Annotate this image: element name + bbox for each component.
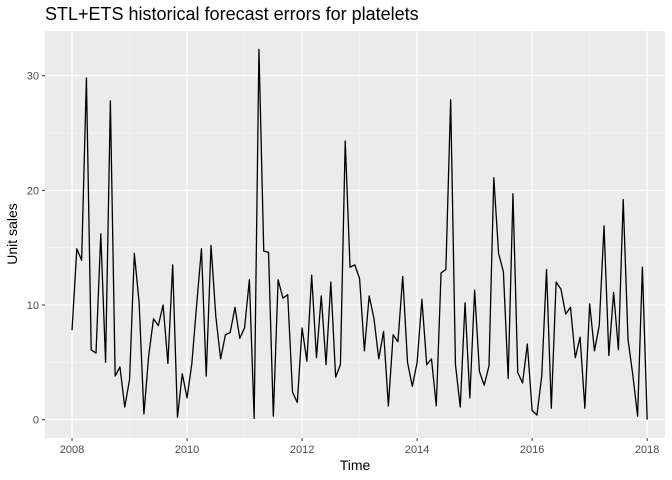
y-tick-label: 0 bbox=[33, 415, 39, 427]
x-tick-label: 2016 bbox=[520, 444, 544, 456]
x-axis-title: Time bbox=[340, 457, 371, 473]
x-axis: 2008 2010 2012 2014 2016 2018 bbox=[60, 438, 659, 456]
x-tick-label: 2012 bbox=[290, 444, 314, 456]
x-tick-label: 2014 bbox=[405, 444, 429, 456]
x-tick-label: 2010 bbox=[175, 444, 199, 456]
x-tick-label: 2018 bbox=[635, 444, 659, 456]
y-axis-title: Unit sales bbox=[4, 203, 20, 264]
chart-title: STL+ETS historical forecast errors for p… bbox=[45, 4, 419, 24]
y-tick-label: 20 bbox=[27, 185, 39, 197]
major-gridlines bbox=[45, 31, 665, 438]
y-axis: 0 10 20 30 bbox=[27, 71, 45, 427]
series-line-0 bbox=[71, 48, 648, 420]
x-tick-label: 2008 bbox=[60, 444, 84, 456]
plot-panel bbox=[45, 31, 665, 438]
y-tick-label: 10 bbox=[27, 300, 39, 312]
y-tick-label: 30 bbox=[27, 71, 39, 83]
series-layer bbox=[71, 48, 648, 420]
